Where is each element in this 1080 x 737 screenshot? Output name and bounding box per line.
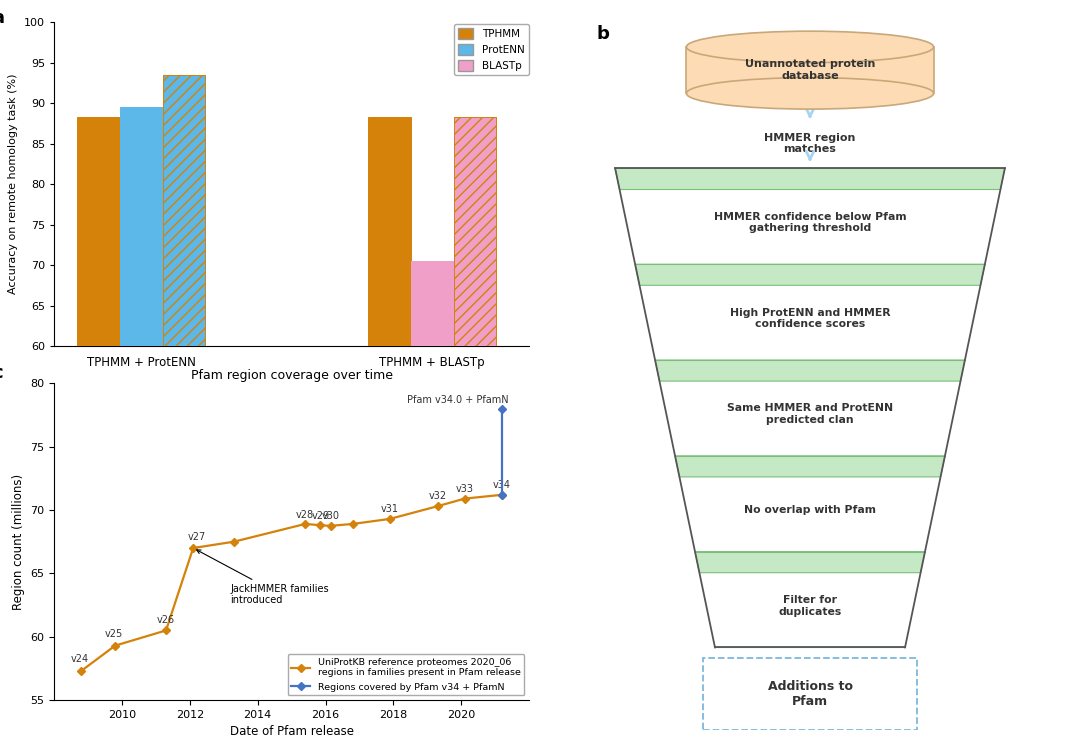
Polygon shape — [675, 455, 945, 477]
Polygon shape — [696, 551, 924, 647]
UniProtKB reference proteomes 2020_06
regions in families present in Pfam release — [299, 520, 312, 528]
Ellipse shape — [687, 77, 933, 109]
UniProtKB reference proteomes 2020_06
regions in families present in Pfam release — [383, 514, 396, 523]
UniProtKB reference proteomes 2020_06
regions in families present in Pfam release — [431, 502, 444, 511]
Text: b: b — [596, 26, 609, 43]
Polygon shape — [696, 551, 924, 573]
Title: Pfam region coverage over time: Pfam region coverage over time — [190, 369, 393, 382]
Regions covered by Pfam v34 + PfamN — [496, 404, 509, 413]
Text: JackHMMER families
introduced: JackHMMER families introduced — [197, 550, 329, 605]
Polygon shape — [656, 360, 964, 381]
UniProtKB reference proteomes 2020_06
regions in families present in Pfam release — [324, 522, 337, 531]
Line: UniProtKB reference proteomes 2020_06
regions in families present in Pfam release: UniProtKB reference proteomes 2020_06 re… — [78, 492, 505, 674]
Polygon shape — [635, 265, 985, 285]
Text: HMMER region
matches: HMMER region matches — [765, 133, 855, 154]
Text: Same HMMER and ProtENN
predicted clan: Same HMMER and ProtENN predicted clan — [727, 403, 893, 425]
X-axis label: Date of Pfam release: Date of Pfam release — [230, 725, 353, 737]
Text: v25: v25 — [105, 629, 122, 639]
UniProtKB reference proteomes 2020_06
regions in families present in Pfam release — [347, 520, 360, 528]
Polygon shape — [616, 169, 1004, 265]
Text: HMMER confidence below Pfam
gathering threshold: HMMER confidence below Pfam gathering th… — [714, 212, 906, 234]
Polygon shape — [635, 265, 985, 360]
Legend: TPHMM, ProtENN, BLASTp: TPHMM, ProtENN, BLASTp — [454, 24, 529, 75]
Bar — [163, 75, 205, 346]
Y-axis label: Region count (millions): Region count (millions) — [12, 474, 25, 609]
Line: Regions covered by Pfam v34 + PfamN: Regions covered by Pfam v34 + PfamN — [499, 405, 505, 498]
Text: v34: v34 — [494, 480, 511, 489]
UniProtKB reference proteomes 2020_06
regions in families present in Pfam release — [228, 537, 241, 546]
Text: v28: v28 — [296, 509, 314, 520]
Bar — [78, 117, 120, 346]
UniProtKB reference proteomes 2020_06
regions in families present in Pfam release — [496, 490, 509, 499]
Text: v31: v31 — [381, 504, 399, 514]
UniProtKB reference proteomes 2020_06
regions in families present in Pfam release — [109, 641, 122, 650]
Text: v30: v30 — [322, 511, 339, 521]
Legend: UniProtKB reference proteomes 2020_06
regions in families present in Pfam releas: UniProtKB reference proteomes 2020_06 re… — [287, 654, 525, 696]
Ellipse shape — [687, 31, 933, 63]
Text: v32: v32 — [429, 491, 447, 501]
Y-axis label: Accuracy on remote homology task (%): Accuracy on remote homology task (%) — [9, 74, 18, 295]
Text: v33: v33 — [456, 483, 474, 494]
UniProtKB reference proteomes 2020_06
regions in families present in Pfam release — [187, 544, 200, 553]
Bar — [120, 108, 163, 346]
UniProtKB reference proteomes 2020_06
regions in families present in Pfam release — [458, 495, 471, 503]
UniProtKB reference proteomes 2020_06
regions in families present in Pfam release — [314, 521, 327, 530]
Text: v24: v24 — [70, 654, 89, 664]
Text: No overlap with Pfam: No overlap with Pfam — [744, 505, 876, 515]
FancyBboxPatch shape — [703, 658, 917, 730]
Bar — [454, 117, 496, 346]
Text: Additions to
Pfam: Additions to Pfam — [768, 680, 852, 708]
Polygon shape — [675, 455, 945, 551]
Polygon shape — [616, 169, 1004, 189]
Polygon shape — [656, 360, 964, 455]
Regions covered by Pfam v34 + PfamN — [496, 490, 509, 499]
Text: High ProtENN and HMMER
confidence scores: High ProtENN and HMMER confidence scores — [730, 307, 890, 329]
UniProtKB reference proteomes 2020_06
regions in families present in Pfam release — [75, 666, 87, 675]
Bar — [368, 117, 410, 346]
Text: c: c — [0, 364, 3, 383]
Bar — [163, 75, 205, 346]
FancyBboxPatch shape — [687, 47, 933, 94]
Text: v26: v26 — [157, 615, 175, 625]
Text: Filter for
duplicates: Filter for duplicates — [779, 595, 841, 617]
Text: v27: v27 — [188, 532, 205, 542]
Text: v29: v29 — [311, 511, 329, 521]
Text: Unannotated protein
database: Unannotated protein database — [745, 60, 875, 81]
Bar — [410, 262, 454, 346]
Text: Pfam v34.0 + PfamN: Pfam v34.0 + PfamN — [407, 396, 509, 405]
Bar — [454, 117, 496, 346]
Text: a: a — [0, 9, 4, 27]
UniProtKB reference proteomes 2020_06
regions in families present in Pfam release — [160, 626, 173, 635]
